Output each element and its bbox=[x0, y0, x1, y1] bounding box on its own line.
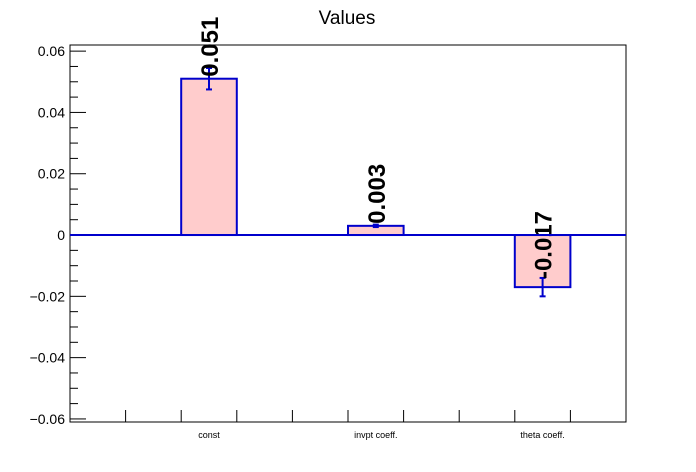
y-tick-label: 0.04 bbox=[38, 104, 65, 120]
y-tick-label: −0.02 bbox=[30, 288, 66, 304]
x-category-label: theta coeff. bbox=[520, 430, 564, 440]
bar bbox=[180, 77, 238, 237]
bar-value-label: 0.051 bbox=[197, 17, 224, 77]
x-category-label: const bbox=[198, 430, 220, 440]
y-tick-label: −0.04 bbox=[30, 350, 66, 366]
bar-value-label: 0.003 bbox=[364, 164, 391, 224]
plot-area: −0.06 −0.04 −0.02 0 0.02 0.04 0.06 const 0.051 in… bbox=[30, 17, 627, 440]
y-tick-label: −0.06 bbox=[30, 411, 66, 427]
y-tick-label: 0.06 bbox=[38, 43, 65, 59]
chart-title: Values bbox=[319, 8, 376, 29]
bar-value-label: -0.017 bbox=[531, 211, 558, 279]
y-tick-label: 0.02 bbox=[38, 166, 65, 182]
x-category-label: invpt coeff. bbox=[354, 430, 397, 440]
y-tick-label: 0 bbox=[57, 227, 65, 243]
